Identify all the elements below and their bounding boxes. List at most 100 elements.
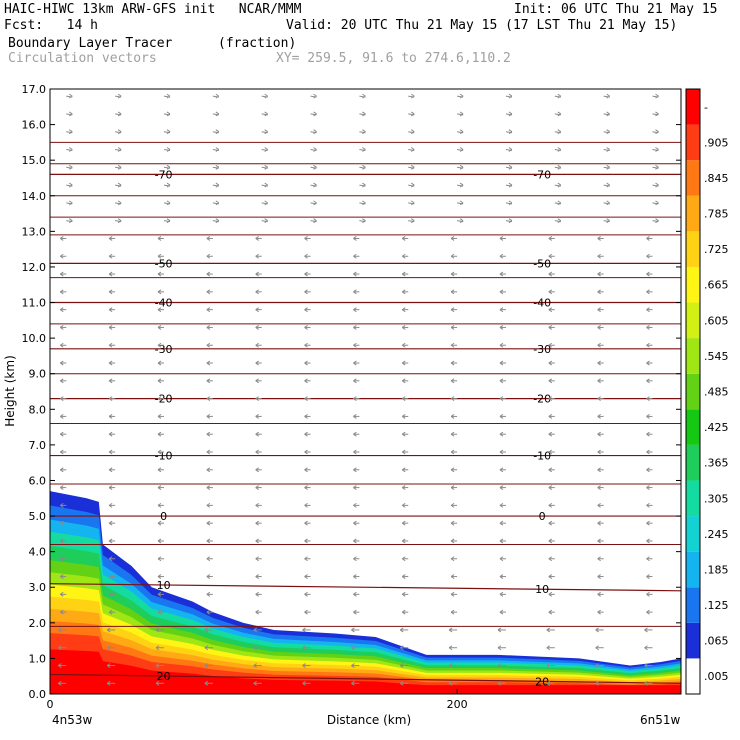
y-tick-label-12: 12.0 bbox=[22, 261, 47, 274]
vector-head-320 bbox=[499, 431, 504, 437]
vector-head-10 bbox=[60, 502, 64, 508]
vector-head-256 bbox=[401, 360, 406, 366]
vector-head-151 bbox=[255, 413, 259, 419]
vector-head-423 bbox=[646, 413, 650, 419]
contour-label-7-0: -50 bbox=[155, 257, 173, 270]
vector-head-111 bbox=[206, 520, 211, 526]
vector-head-332 bbox=[508, 218, 513, 224]
vector-head-171 bbox=[302, 663, 306, 668]
vector-head-251 bbox=[401, 449, 406, 455]
vector-head-237 bbox=[362, 93, 366, 99]
vector-head-290 bbox=[450, 360, 455, 366]
vector-head-225 bbox=[353, 307, 357, 313]
contour-label-4-1: -20 bbox=[533, 393, 551, 406]
vector-head-183 bbox=[304, 449, 308, 455]
vector-head-427 bbox=[646, 342, 650, 348]
vector-head-438 bbox=[655, 147, 659, 152]
colorbar-swatch-2 bbox=[686, 587, 700, 623]
vector-head-264 bbox=[410, 218, 415, 224]
vector-head-232 bbox=[362, 182, 366, 188]
vector-head-48 bbox=[108, 431, 113, 437]
vector-head-45 bbox=[108, 485, 113, 491]
contour-label-0-1: 20 bbox=[535, 675, 549, 688]
vector-head-326 bbox=[499, 325, 504, 330]
vector-head-226 bbox=[353, 289, 357, 295]
x-axis-title: Distance (km) bbox=[327, 713, 411, 727]
colorbar-swatch-8 bbox=[686, 373, 700, 410]
vector-head-389 bbox=[597, 413, 601, 419]
vector-head-202 bbox=[313, 111, 317, 117]
vector-head-14 bbox=[60, 431, 64, 437]
vector-head-134 bbox=[215, 111, 220, 117]
vector-head-268 bbox=[410, 147, 415, 152]
vector-head-353 bbox=[548, 449, 553, 455]
vector-head-391 bbox=[597, 378, 601, 384]
vector-head-200 bbox=[313, 147, 317, 152]
colorbar: .005 .065 .125 .185 .245 .305 .365 .425 .485 .545… bbox=[685, 88, 729, 695]
contour-label-6-0: -40 bbox=[155, 297, 173, 310]
x-left-endpoint-label: 4n53w bbox=[52, 713, 93, 727]
y-tick-label-7: 7.0 bbox=[29, 439, 47, 452]
vector-head-157 bbox=[255, 307, 259, 313]
vector-head-260 bbox=[401, 289, 406, 295]
vector-head-216 bbox=[353, 467, 357, 473]
vector-head-66 bbox=[117, 111, 122, 117]
vector-head-70 bbox=[155, 645, 160, 651]
vector-head-376 bbox=[595, 645, 599, 651]
vector-head-426 bbox=[646, 360, 650, 366]
vector-head-327 bbox=[499, 307, 504, 313]
vector-head-133 bbox=[215, 129, 220, 135]
vector-head-361 bbox=[548, 307, 553, 313]
circulation-vectors bbox=[58, 93, 659, 686]
vector-head-354 bbox=[548, 431, 553, 437]
vector-head-242 bbox=[401, 609, 406, 615]
vector-head-85 bbox=[157, 378, 162, 384]
vector-head-207 bbox=[351, 627, 355, 633]
vector-head-395 bbox=[597, 307, 601, 313]
vector-head-38 bbox=[108, 609, 113, 615]
vector-head-145 bbox=[255, 520, 259, 526]
tracer-fill-layer bbox=[50, 491, 681, 694]
header-valid-time: Valid: 20 UTC Thu 21 May 15 (17 LST Thu … bbox=[286, 18, 678, 33]
vector-head-76 bbox=[157, 538, 162, 544]
colorbar-label-9: .545 bbox=[704, 350, 729, 363]
vector-head-178 bbox=[304, 538, 308, 544]
vector-head-63 bbox=[117, 164, 122, 170]
vector-head-298 bbox=[459, 218, 464, 224]
vector-head-177 bbox=[304, 556, 308, 562]
vector-head-300 bbox=[459, 182, 464, 188]
vector-head-378 bbox=[597, 609, 601, 615]
field-units: (fraction) bbox=[218, 36, 297, 51]
vector-head-258 bbox=[401, 325, 406, 330]
vector-head-61 bbox=[117, 200, 122, 206]
vector-head-437 bbox=[655, 164, 659, 170]
vector-head-86 bbox=[157, 360, 162, 366]
vector-head-281 bbox=[450, 520, 455, 526]
vector-head-398 bbox=[597, 253, 601, 259]
vector-head-67 bbox=[117, 93, 122, 99]
vector-head-215 bbox=[353, 485, 357, 491]
vector-head-126 bbox=[206, 253, 211, 259]
vector-head-371 bbox=[557, 129, 562, 135]
y-tick-label-15: 15.0 bbox=[22, 154, 47, 167]
colorbar-label-13: .785 bbox=[704, 208, 729, 221]
y-tick-label-17: 17.0 bbox=[22, 83, 47, 96]
vector-head-220 bbox=[353, 396, 357, 402]
vector-head-149 bbox=[255, 449, 259, 455]
vector-head-246 bbox=[401, 538, 406, 544]
vector-head-322 bbox=[499, 396, 504, 402]
vector-head-373 bbox=[557, 93, 562, 99]
vector-head-2 bbox=[58, 645, 62, 651]
vector-head-222 bbox=[353, 360, 357, 366]
vector-head-25 bbox=[60, 236, 64, 241]
vector-head-250 bbox=[401, 467, 406, 473]
vector-head-420 bbox=[646, 467, 650, 473]
header-title: HAIC-HIWC 13km ARW-GFS init NCAR/MMM bbox=[4, 2, 302, 17]
vector-head-278 bbox=[450, 574, 455, 579]
colorbar-swatch-1 bbox=[686, 622, 700, 659]
vector-head-129 bbox=[215, 200, 220, 206]
vector-head-131 bbox=[215, 164, 220, 170]
vector-head-336 bbox=[508, 147, 513, 152]
colorbar-label-6: .365 bbox=[704, 457, 729, 470]
vector-head-257 bbox=[401, 342, 406, 348]
